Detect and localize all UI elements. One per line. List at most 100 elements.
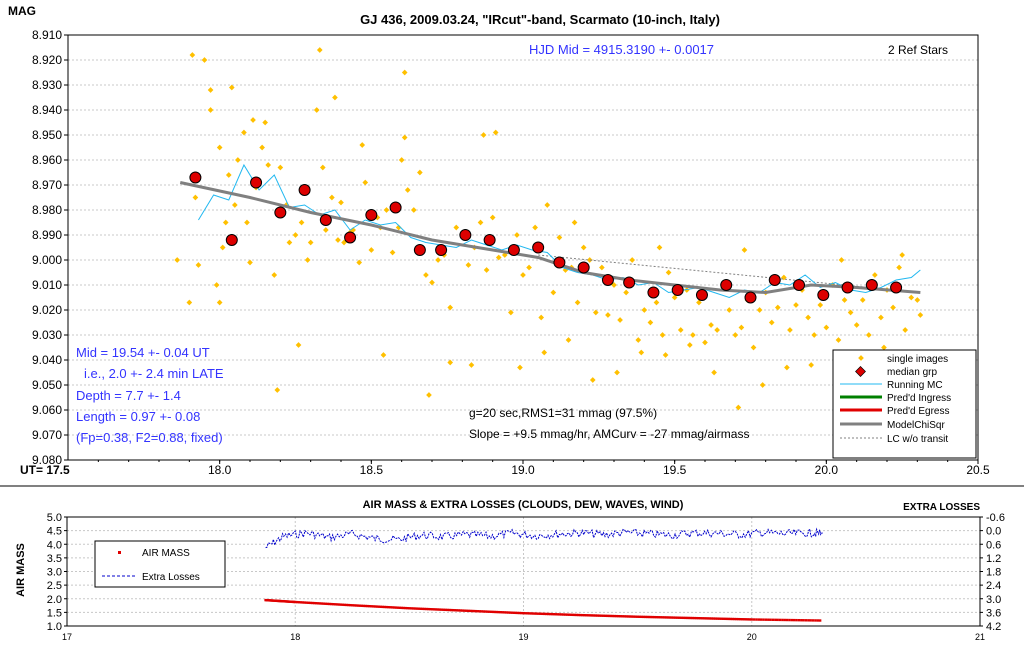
single-image-point (805, 314, 811, 321)
airmass-point (343, 603, 346, 607)
median-group-point (189, 171, 202, 184)
single-image-point (917, 312, 924, 318)
legend-item-single: single images (858, 354, 948, 365)
top-y-tick-label: 8.910 (32, 28, 62, 42)
airmass-point (800, 619, 803, 622)
airmass-point (757, 618, 761, 621)
single-image-point (228, 84, 235, 91)
airmass-point (533, 612, 537, 615)
airmass-point (783, 618, 786, 622)
single-image-point (677, 327, 684, 333)
airmass-point (666, 616, 670, 619)
single-image-point (750, 344, 757, 351)
single-image-point (623, 289, 629, 296)
single-image-point (356, 259, 363, 266)
airmass-point (501, 611, 504, 614)
legend-label-model: ModelChiSqr (887, 420, 945, 431)
airmass-point (299, 601, 303, 604)
top-y-tick-labels: 8.910 8.920 8.930 8.940 8.950 8.960 8.970 8.980… (32, 28, 62, 467)
airmass-point (379, 605, 383, 608)
airmass-point (644, 615, 647, 619)
airmass-point (394, 606, 398, 609)
airmass-point (507, 611, 510, 614)
airmass-point (663, 616, 666, 619)
airmass-point (727, 617, 731, 621)
airmass-point (360, 604, 364, 607)
median-group-point (890, 281, 903, 294)
airmass-point (818, 619, 822, 622)
single-image-point (902, 327, 909, 333)
top-y-tick-label: 9.020 (32, 303, 62, 317)
top-y-tick-label: 8.980 (32, 203, 62, 217)
median-group-point (413, 244, 426, 256)
legend-swatch-median (855, 366, 866, 377)
top-y-tick-label: 9.000 (32, 253, 62, 267)
median-group-point (298, 184, 311, 196)
airmass-point (349, 603, 352, 607)
top-plot-frame (67, 34, 979, 461)
single-image-point (207, 87, 214, 93)
airmass-point (438, 608, 442, 611)
single-image-point (838, 257, 845, 263)
airmass-point (552, 613, 556, 616)
bottom-x-tick-label: 18 (290, 632, 300, 642)
legend-item-lc: LC w/o transit (840, 434, 948, 445)
airmass-point (307, 601, 310, 604)
single-image-point (599, 264, 605, 271)
single-image-point (447, 359, 454, 366)
single-image-point (881, 344, 887, 351)
airmass-point (301, 601, 305, 604)
median-group-point (623, 276, 636, 289)
top-y-tick-label: 9.060 (32, 403, 62, 417)
airmass-point (716, 617, 719, 620)
airmass-point (642, 615, 645, 619)
legend-item-model: ModelChiSqr (840, 420, 945, 431)
airmass-point (778, 618, 782, 622)
legend-item-median: median grp (855, 366, 937, 378)
single-image-point (690, 332, 696, 338)
median-group-point (768, 274, 781, 286)
median-group-point (671, 284, 684, 296)
single-image-point (756, 307, 763, 313)
median-group-point (865, 279, 878, 291)
airmass-point (630, 615, 634, 618)
airmass-point (491, 610, 495, 614)
single-image-point (235, 157, 241, 163)
single-image-point (586, 257, 593, 263)
airmass-point (722, 617, 725, 620)
airmass-point (539, 612, 542, 615)
airmass-point (682, 616, 685, 620)
airmass-point (687, 616, 691, 620)
airmass-point (781, 618, 784, 622)
single-image-point (859, 297, 866, 303)
single-image-point (250, 117, 256, 123)
bottom-plot-frame (66, 516, 981, 627)
bottom-y2label: EXTRA LOSSES (903, 502, 980, 513)
airmass-point (455, 609, 459, 612)
single-image-point (514, 232, 520, 238)
median-group-point (841, 281, 854, 294)
single-image-point (759, 382, 766, 388)
top-y-tick-label: 9.080 (32, 453, 62, 467)
single-image-point (465, 262, 472, 268)
single-image-point (580, 244, 587, 251)
airmass-point (607, 614, 611, 618)
top-x-tick-label: 18.0 (208, 463, 232, 477)
median-group-point (817, 289, 830, 301)
single-image-point (823, 324, 830, 331)
single-image-point (847, 309, 854, 316)
airmass-point (615, 614, 618, 618)
bottom-x-tick-labels: 17 18 19 20 21 (62, 632, 985, 642)
median-group-point (435, 244, 448, 256)
bottom-y2-tick-label: 3.6 (986, 607, 1001, 619)
single-image-point (711, 369, 717, 376)
airmass-point (664, 616, 668, 619)
median-group-point (459, 229, 472, 241)
single-image-point (232, 202, 238, 208)
airmass-point (486, 610, 489, 613)
single-image-point (332, 94, 338, 101)
single-image-point (298, 219, 305, 226)
airmass-point (524, 612, 527, 615)
legend-label-egress: Pred'd Egress (887, 406, 950, 417)
single-image-point (195, 262, 202, 268)
